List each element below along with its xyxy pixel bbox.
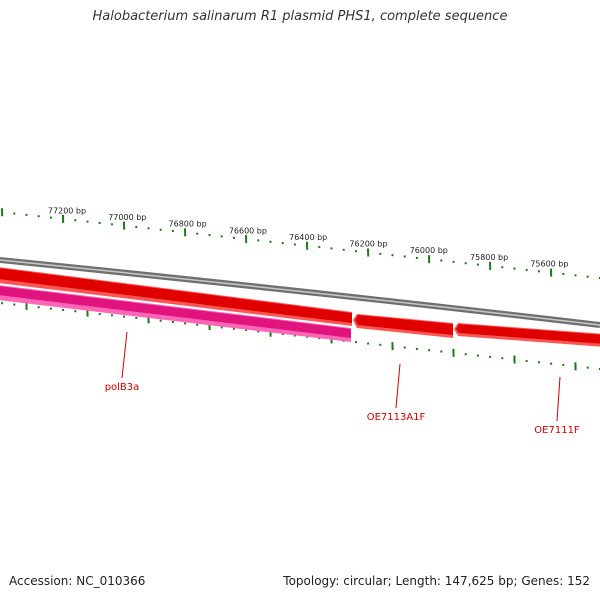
ruler-labels: 77200 bp 77000 bp 76800 bp 76600 bp 76400 bp… [48,206,569,268]
ruler-label: 77000 bp [108,213,146,222]
ruler-label: 76200 bp [349,240,387,249]
inner-tick-ruler [1,301,600,371]
ruler-label: 77200 bp [48,206,86,215]
ruler-label: 75800 bp [470,253,508,262]
ruler-label: 76600 bp [229,226,267,235]
gene-oe7113a1f[interactable] [353,314,453,338]
gene-label-oe7111f[interactable]: OE7111F [534,425,580,436]
backbone-highlight [0,259,600,326]
gene-oe7111f[interactable] [454,323,600,347]
gene-label-oe7113a1f[interactable]: OE7113A1F [367,412,426,423]
gene-label-polb3a[interactable]: polB3a [105,382,140,393]
oe7113a1f-connector [395,363,401,409]
ruler-label: 76800 bp [169,220,207,229]
gene-forward-1[interactable] [0,266,352,326]
ruler-label: 76400 bp [289,233,327,242]
ruler-label: 76000 bp [410,246,448,255]
topology-stats-text: Topology: circular; Length: 147,625 bp; … [283,574,590,588]
ruler-label: 75600 bp [530,259,568,268]
oe7111f-connector [556,376,561,422]
polb3a-connector [121,331,128,379]
outer-tick-ruler [1,208,600,280]
accession-text: Accession: NC_010366 [9,574,146,588]
map-title: Halobacterium salinarum R1 plasmid PHS1,… [92,9,508,24]
gene-polb3a[interactable] [0,284,351,342]
